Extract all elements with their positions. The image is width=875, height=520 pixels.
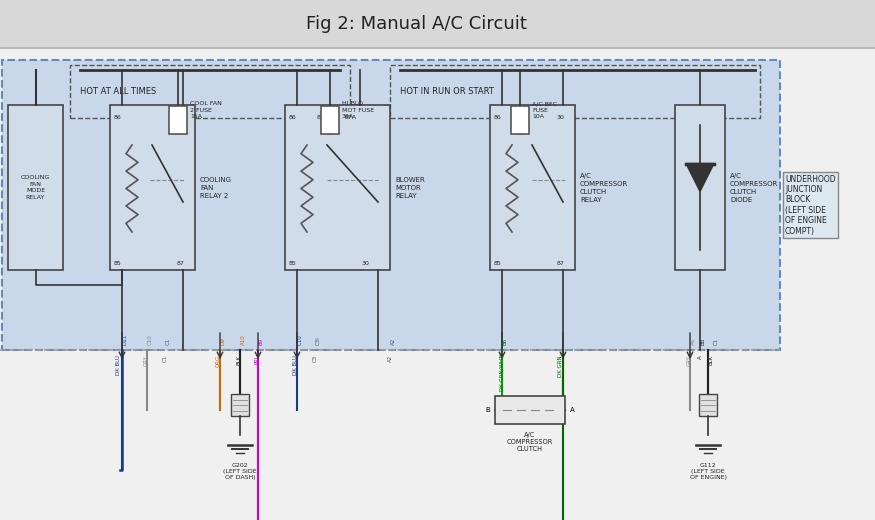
Text: A/C
COMPRESSOR
CLUTCH
RELAY: A/C COMPRESSOR CLUTCH RELAY (580, 173, 628, 202)
Text: 85: 85 (114, 261, 122, 266)
Text: C10: C10 (298, 334, 303, 345)
Bar (390, 65, 760, 118)
Text: D9: D9 (220, 337, 226, 345)
Text: Fig 2: Manual A/C Circuit: Fig 2: Manual A/C Circuit (306, 15, 527, 33)
Text: C10: C10 (148, 334, 152, 345)
Text: 87: 87 (177, 261, 185, 266)
Text: A2: A2 (390, 338, 396, 345)
Bar (110, 105, 195, 270)
Text: C1: C1 (165, 338, 171, 345)
Text: A2: A2 (388, 355, 393, 362)
Text: COOLING
FAN
RELAY 2: COOLING FAN RELAY 2 (200, 176, 232, 199)
Bar (490, 105, 575, 270)
Bar (2, 60, 780, 350)
Text: 30: 30 (557, 115, 565, 120)
Text: 87: 87 (317, 115, 325, 120)
Text: A: A (697, 355, 703, 359)
Bar (321, 106, 339, 134)
Text: B8: B8 (701, 338, 705, 345)
Text: HOT IN RUN OR START: HOT IN RUN OR START (400, 87, 493, 96)
Text: C3I: C3I (316, 336, 320, 345)
Text: D11: D11 (123, 334, 128, 345)
Bar (675, 105, 725, 270)
Bar (495, 396, 565, 424)
Text: 86: 86 (289, 115, 297, 120)
Bar (285, 105, 390, 270)
Text: 86: 86 (494, 115, 501, 120)
Text: DK GRN: DK GRN (558, 355, 564, 376)
Text: BLOWER
MOTOR
RELAY: BLOWER MOTOR RELAY (395, 176, 424, 199)
Bar (699, 394, 717, 416)
Bar (70, 65, 350, 118)
Text: G112
(LEFT SIDE
OF ENGINE): G112 (LEFT SIDE OF ENGINE) (690, 463, 726, 479)
Text: 30: 30 (362, 261, 370, 266)
Text: B6: B6 (502, 338, 507, 345)
Polygon shape (686, 163, 714, 191)
Text: HOT AT ALL TIMES: HOT AT ALL TIMES (80, 87, 157, 96)
Text: BLK: BLK (236, 355, 242, 365)
Text: HI BLO
MOT FUSE
30A: HI BLO MOT FUSE 30A (342, 101, 374, 119)
Text: UNDERHOOD
JUNCTION
BLOCK
(LEFT SIDE
OF ENGINE
COMPT): UNDERHOOD JUNCTION BLOCK (LEFT SIDE OF E… (785, 175, 836, 236)
Text: COOLING
FAN
MODE
RELAY: COOLING FAN MODE RELAY (21, 175, 50, 200)
Text: 86: 86 (114, 115, 122, 120)
Text: G202
(LEFT SIDE
OF DASH): G202 (LEFT SIDE OF DASH) (223, 463, 257, 479)
Text: A/C
COMPRESSOR
CLUTCH
DIODE: A/C COMPRESSOR CLUTCH DIODE (730, 173, 778, 202)
Bar (511, 106, 529, 134)
Text: DK BLU: DK BLU (116, 355, 121, 375)
Text: B: B (486, 407, 490, 413)
Bar (231, 394, 249, 416)
Text: DK GRN/WHT: DK GRN/WHT (500, 355, 505, 392)
Text: GRY: GRY (687, 355, 691, 366)
Text: A6: A6 (690, 338, 696, 345)
Text: DK BLU: DK BLU (292, 355, 298, 375)
Text: C1: C1 (713, 338, 718, 345)
Text: ORG: ORG (215, 355, 220, 367)
Text: BLK: BLK (709, 355, 713, 365)
Text: C1: C1 (163, 355, 167, 362)
Text: A10: A10 (241, 334, 246, 345)
Text: 30: 30 (177, 115, 185, 120)
Bar (2, 60, 780, 350)
Bar (169, 106, 187, 134)
Text: A: A (570, 407, 575, 413)
Text: A/C
COMPRESSOR
CLUTCH: A/C COMPRESSOR CLUTCH (507, 432, 553, 452)
Text: 85: 85 (494, 261, 501, 266)
Text: A/C BFC
FUSE
10A: A/C BFC FUSE 10A (532, 101, 557, 119)
Bar (8, 105, 63, 270)
Text: 87A: 87A (345, 115, 357, 120)
Bar (0, 0, 875, 48)
Text: 87: 87 (557, 261, 565, 266)
Text: 85: 85 (289, 261, 297, 266)
Text: COOL FAN
2 FUSE
15A: COOL FAN 2 FUSE 15A (190, 101, 222, 119)
Text: PPL: PPL (255, 355, 260, 365)
Text: C3: C3 (312, 355, 318, 362)
Text: B9: B9 (258, 338, 263, 345)
Text: GRY: GRY (144, 355, 149, 366)
